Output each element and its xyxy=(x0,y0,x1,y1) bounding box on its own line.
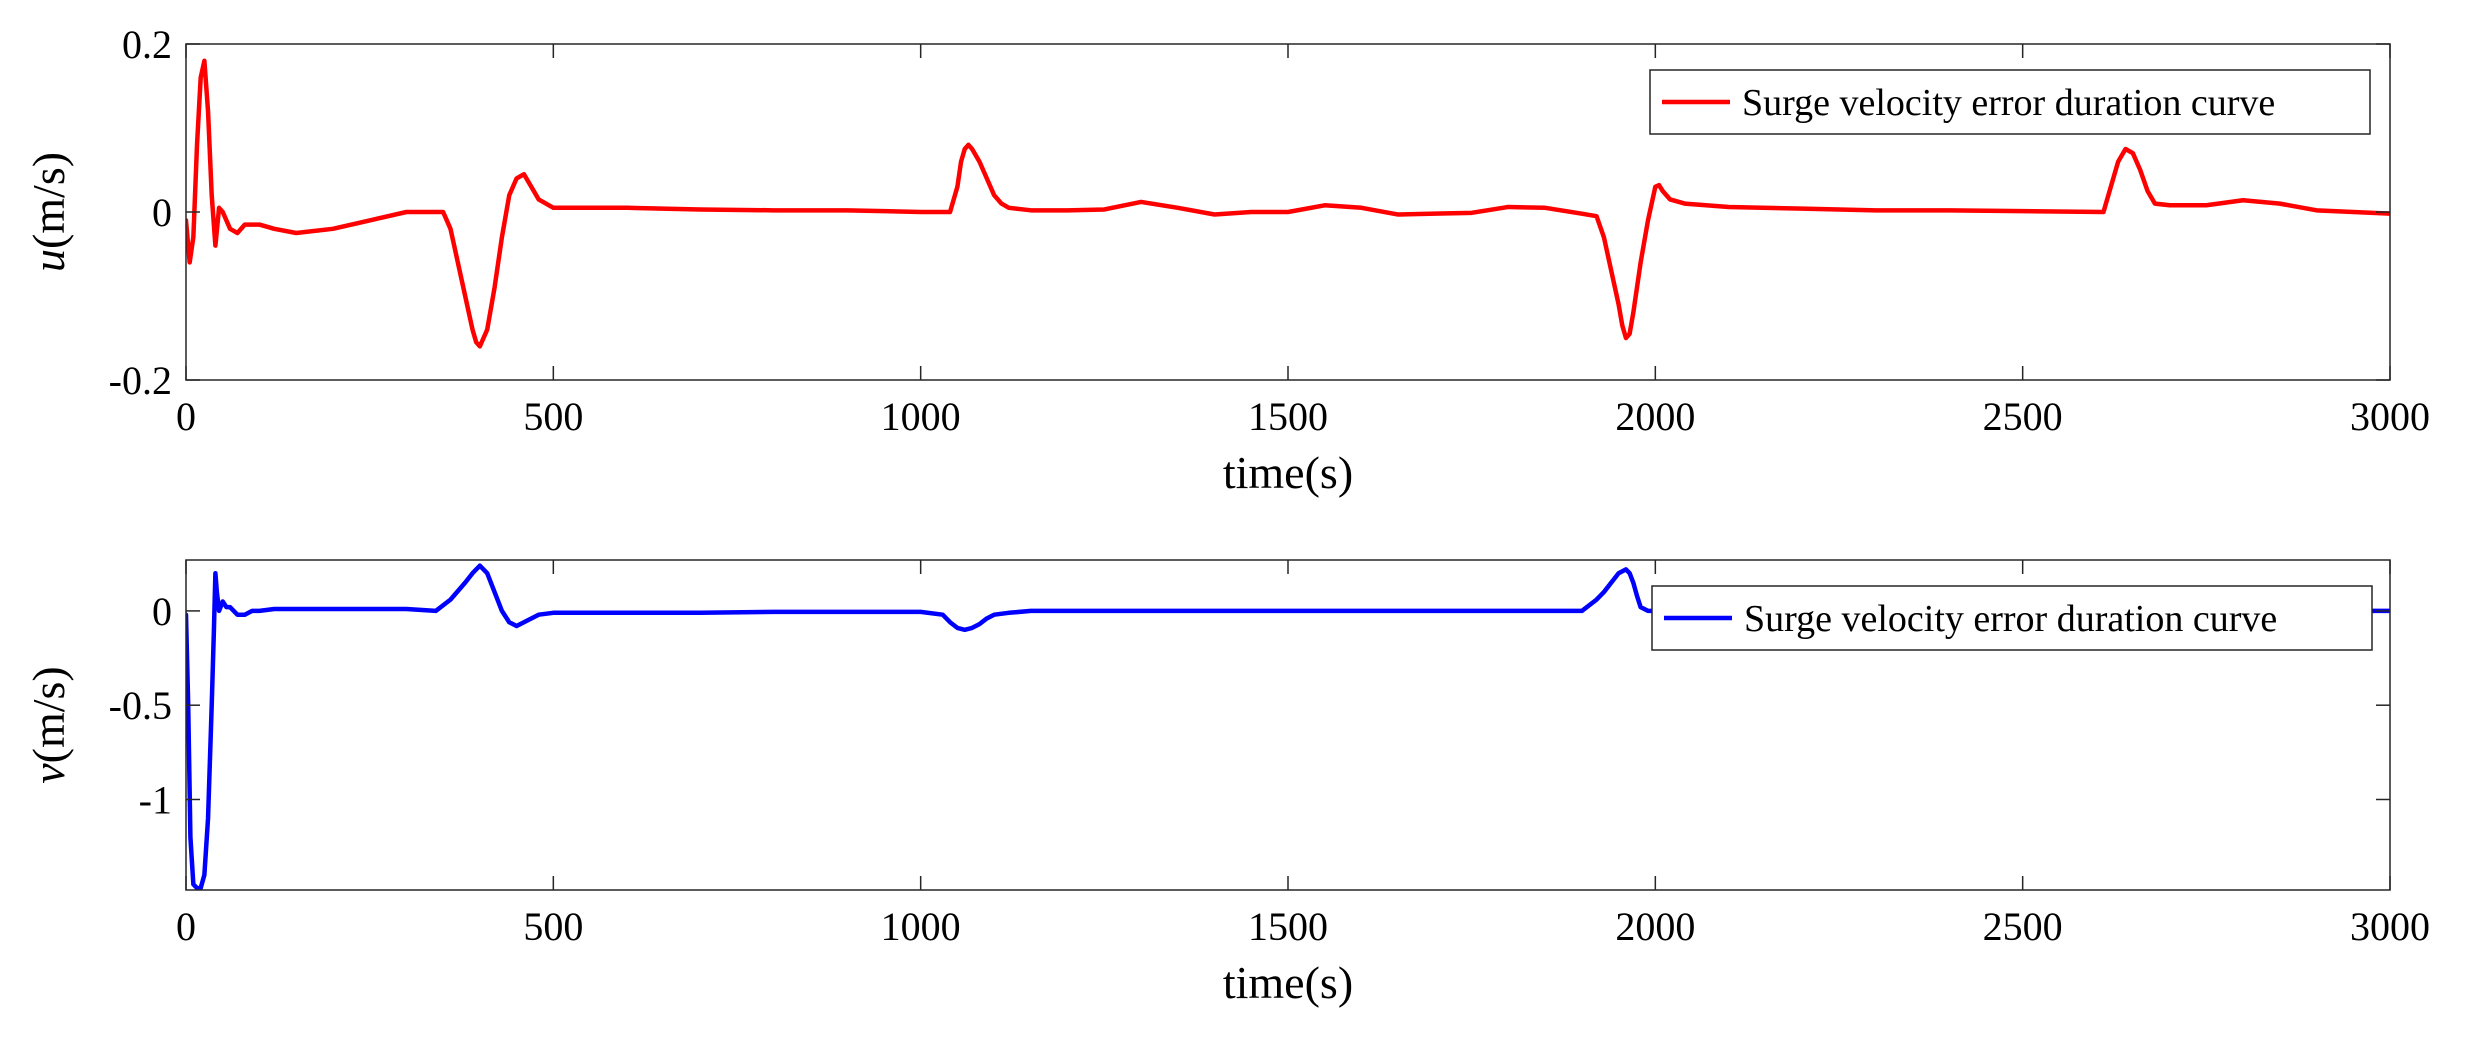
top-x-tick-label-0: 0 xyxy=(176,394,196,439)
top-x-tick-label-4: 2000 xyxy=(1615,394,1695,439)
bottom-x-tick-label-3: 1500 xyxy=(1248,904,1328,949)
top-panel: 0 500 1000 1500 2000 2500 3000-0.200.2time(s)u… xyxy=(23,22,2430,498)
top-series-line-0 xyxy=(186,58,2390,349)
top-legend-label-0: Surge velocity error duration curve xyxy=(1742,82,2275,124)
bottom-y-tick-label-0: -1 xyxy=(139,777,172,822)
bottom-panel: 0 500 1000 1500 2000 2500 3000 -1 -0.5 0 time(s) v(… xyxy=(23,559,2430,1008)
bottom-legend-box xyxy=(1651,585,2373,651)
top-y-tick-label-2: 0.2 xyxy=(122,22,172,67)
top-y-axis-unit: (m/s) xyxy=(23,152,74,249)
top-x-tick-label-6: 3000 xyxy=(2350,394,2430,439)
bottom-y-tick-label-2: 0 xyxy=(152,589,172,634)
top-x-tick-label-3: 1500 xyxy=(1248,394,1328,439)
bottom-y-axis-symbol: v xyxy=(23,763,74,784)
top-y-tick-label-1: 0 xyxy=(152,190,172,235)
top-y-axis-title: u(m/s) xyxy=(23,152,74,272)
bottom-legend-label-0: Surge velocity error duration curve xyxy=(1744,598,2277,640)
bottom-x-tick-label-4: 2000 xyxy=(1615,904,1695,949)
bottom-legend: Surge velocity error duration curve xyxy=(1651,585,2373,651)
bottom-y-axis-unit: (m/s) xyxy=(23,666,74,763)
top-legend-box xyxy=(1649,69,2371,135)
bottom-series-line-0 xyxy=(186,563,2390,890)
top-x-tick-label-5: 2500 xyxy=(1983,394,2063,439)
bottom-y-tick-label-1: -0.5 xyxy=(109,683,172,728)
top-x-tick-label-1: 500 xyxy=(523,394,583,439)
bottom-x-tick-label-2: 1000 xyxy=(881,904,961,949)
top-legend: Surge velocity error duration curve xyxy=(1649,69,2371,135)
bottom-x-tick-label-1: 500 xyxy=(523,904,583,949)
top-x-tick-label-2: 1000 xyxy=(881,394,961,439)
bottom-x-axis-title: time(s) xyxy=(1223,957,1353,1008)
bottom-x-tick-label-5: 2500 xyxy=(1983,904,2063,949)
top-y-tick-label-0: -0.2 xyxy=(109,358,172,403)
bottom-x-tick-label-6: 3000 xyxy=(2350,904,2430,949)
top-y-axis-symbol: u xyxy=(23,249,74,272)
top-x-axis-title: time(s) xyxy=(1223,447,1353,498)
bottom-x-tick-label-0: 0 xyxy=(176,904,196,949)
bottom-y-axis-title: v(m/s) xyxy=(23,666,74,784)
